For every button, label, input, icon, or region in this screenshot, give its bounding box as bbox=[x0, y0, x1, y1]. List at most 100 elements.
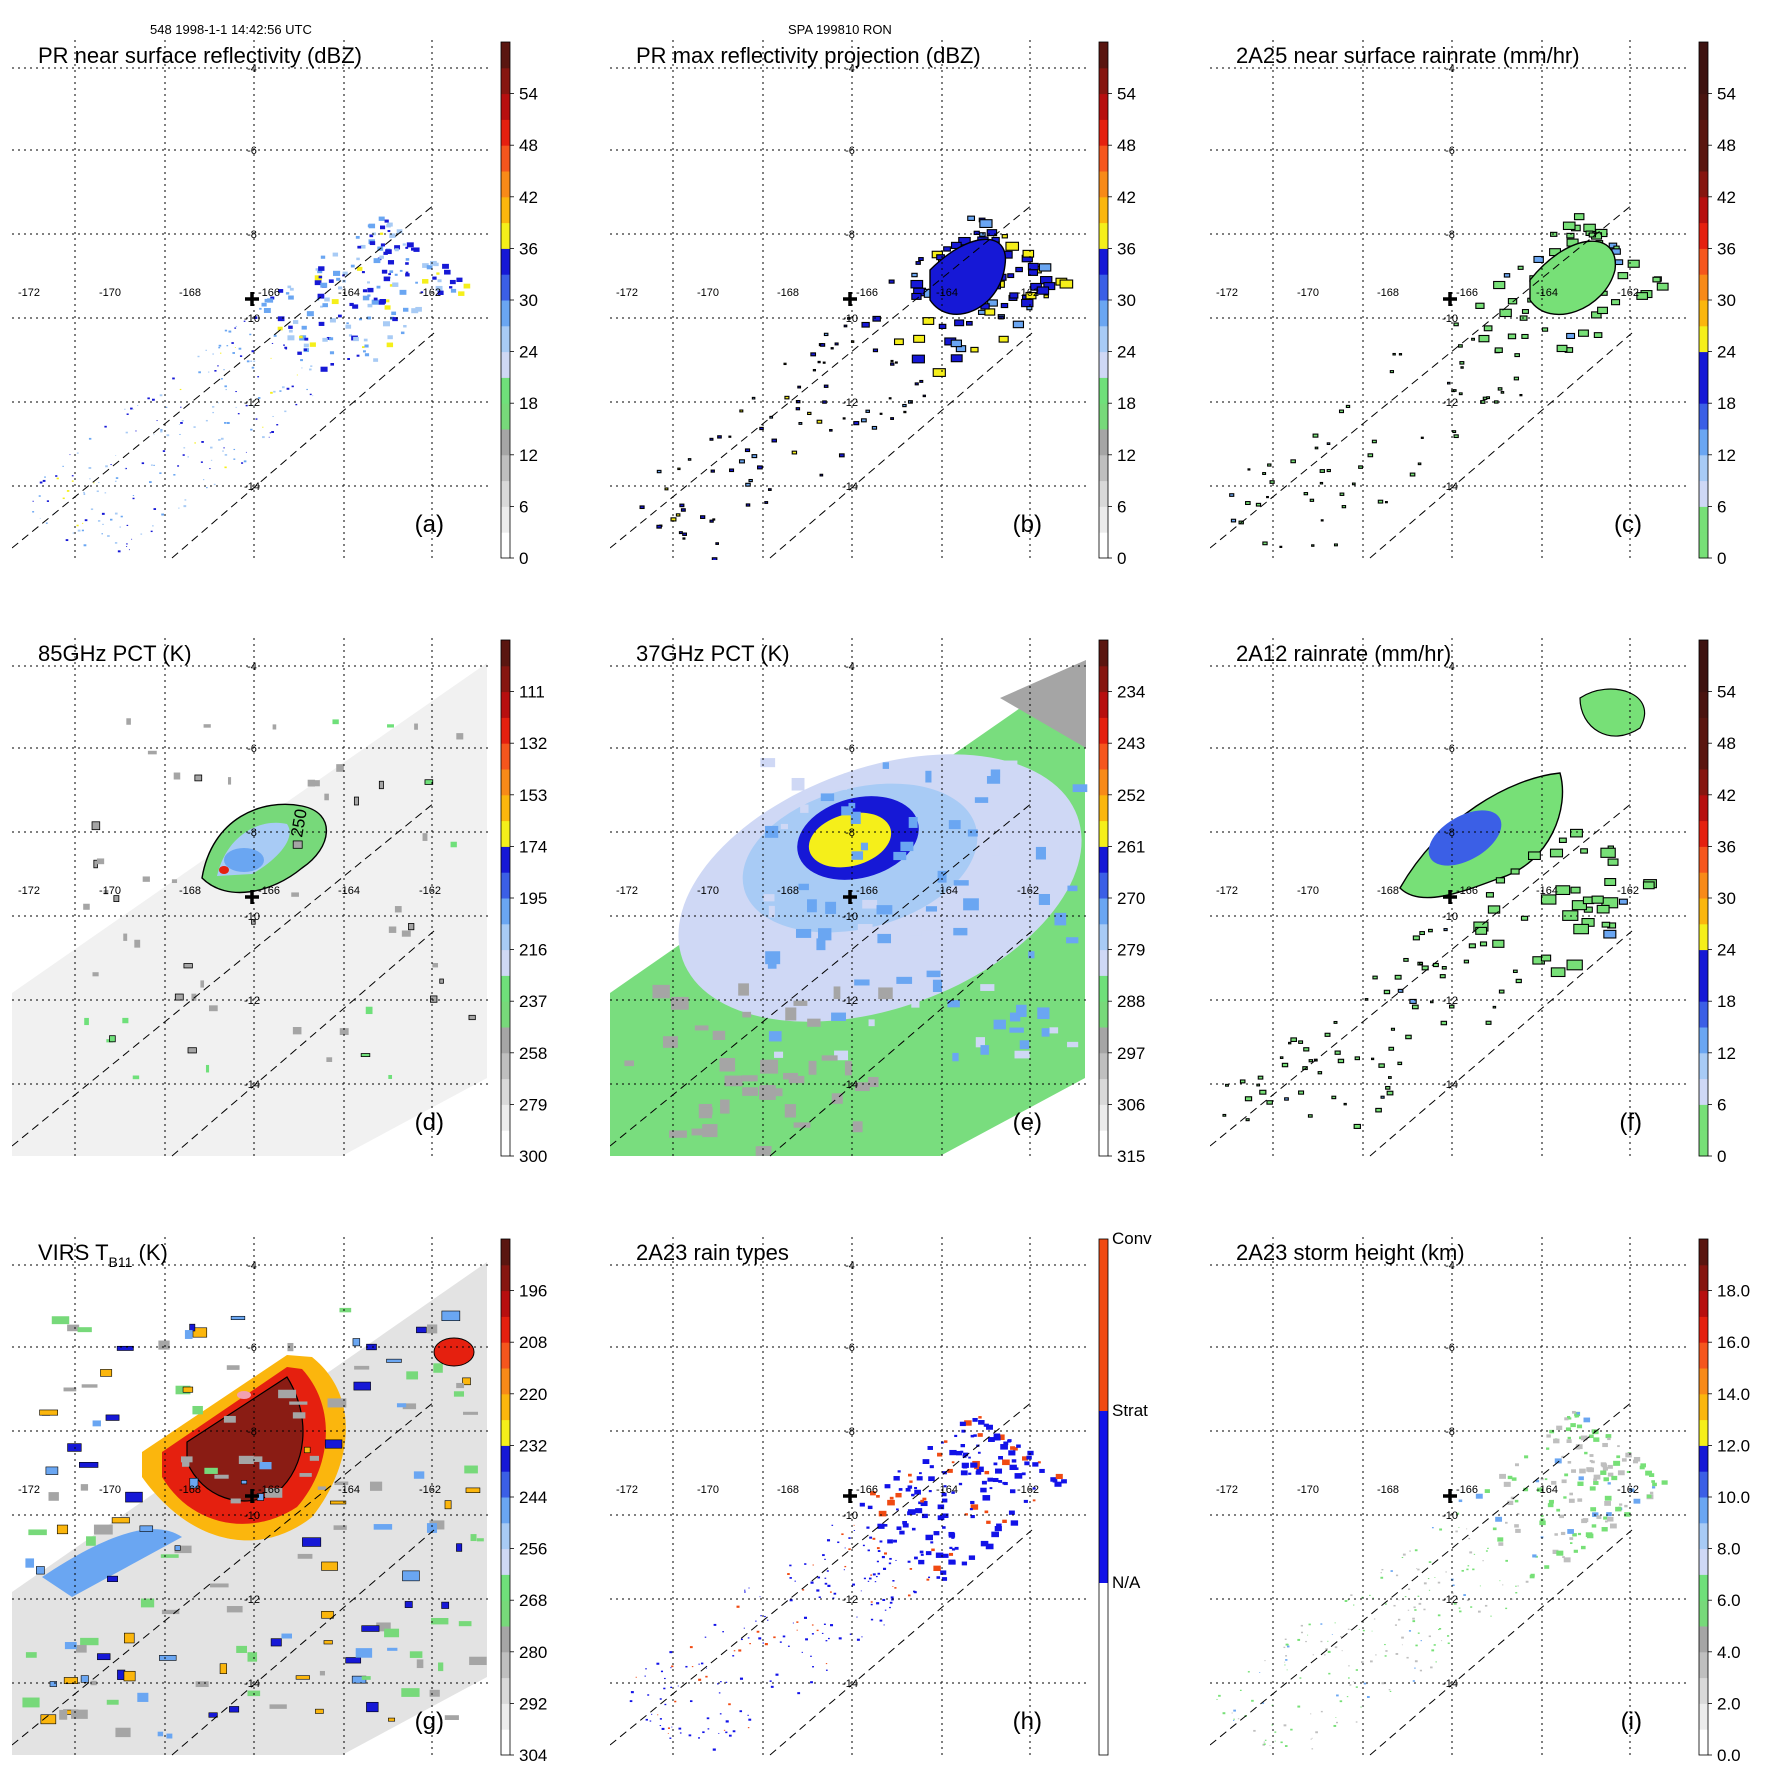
rain-cell bbox=[1607, 1516, 1614, 1522]
rain-cell bbox=[928, 1490, 932, 1493]
rain-cell bbox=[217, 365, 219, 367]
tmi-pixel bbox=[765, 951, 781, 965]
rain-cell bbox=[257, 397, 261, 399]
rain-cell bbox=[1613, 1460, 1621, 1466]
rain-cell bbox=[1398, 353, 1403, 356]
rain-cell bbox=[205, 419, 208, 422]
rain-cell bbox=[241, 462, 244, 464]
rain-cell bbox=[234, 347, 236, 349]
tmi-pixel bbox=[893, 851, 907, 861]
rain-cell bbox=[220, 352, 222, 354]
rain-cell bbox=[65, 539, 69, 542]
rain-cell bbox=[1624, 1512, 1631, 1517]
lon-tick-label: -162 bbox=[419, 1484, 441, 1496]
virs-pixel bbox=[444, 1715, 459, 1720]
lon-tick-label: -166 bbox=[856, 885, 878, 897]
rain-cell bbox=[702, 1731, 705, 1734]
field-layer bbox=[610, 204, 1074, 560]
rain-cell bbox=[1300, 1631, 1304, 1634]
rain-cell bbox=[935, 1552, 944, 1558]
rain-cell bbox=[1615, 1506, 1622, 1512]
rain-cell bbox=[941, 1577, 948, 1581]
rain-cell bbox=[674, 1700, 677, 1703]
tmi-pixel bbox=[1019, 1040, 1030, 1050]
virs-pixel bbox=[269, 1704, 287, 1709]
tmi-pixel bbox=[208, 1005, 218, 1012]
rain-cell bbox=[1583, 1417, 1591, 1423]
rain-cell bbox=[861, 321, 870, 328]
lon-tick-label: -166 bbox=[258, 885, 280, 897]
rain-cell bbox=[748, 1587, 750, 1589]
rain-cell bbox=[1437, 1614, 1441, 1617]
rain-cell bbox=[1505, 1521, 1508, 1524]
rain-cell bbox=[1544, 1478, 1548, 1481]
virs-pixel bbox=[441, 1310, 461, 1322]
lon-tick-label: -166 bbox=[1456, 1484, 1478, 1496]
rain-cell bbox=[739, 1677, 744, 1680]
rain-cell bbox=[892, 1580, 895, 1582]
rain-cell bbox=[1433, 1644, 1436, 1646]
rain-cell bbox=[1311, 1748, 1314, 1750]
rain-cell bbox=[312, 395, 314, 397]
rain-cell bbox=[1639, 1465, 1645, 1470]
rain-cell bbox=[937, 1504, 945, 1510]
rain-cell bbox=[318, 321, 325, 326]
rain-cell bbox=[1023, 1499, 1028, 1503]
colorbar-tick-label: 16.0 bbox=[1717, 1333, 1750, 1352]
rain-cell bbox=[400, 331, 405, 335]
lon-tick-label: -168 bbox=[777, 885, 799, 897]
rain-cell bbox=[896, 1526, 902, 1530]
rain-cell bbox=[69, 454, 71, 456]
rain-cell bbox=[233, 448, 236, 451]
virs-pixel bbox=[160, 1554, 179, 1558]
colorbar-tick-label: Conv bbox=[1112, 1229, 1152, 1248]
rain-cell bbox=[993, 1433, 1001, 1439]
tmi-pixel bbox=[424, 779, 434, 785]
rain-cell bbox=[1320, 1623, 1323, 1625]
rain-cell bbox=[859, 1502, 865, 1507]
rain-cell bbox=[905, 1487, 911, 1492]
rain-cell bbox=[161, 513, 164, 516]
rain-cell bbox=[978, 1416, 982, 1419]
colorbar-segment bbox=[1099, 1411, 1108, 1583]
rain-cell bbox=[867, 1549, 870, 1552]
case-info: SPA 199810 RON bbox=[788, 22, 892, 37]
rain-cell bbox=[81, 529, 84, 532]
panel-b: -172 -170 -168 -166 -164 -162-4-6-8-10-12-14P… bbox=[610, 40, 1088, 560]
rain-cell bbox=[1645, 1470, 1652, 1476]
rain-cell bbox=[907, 1485, 913, 1489]
panel-f: -172 -170 -168 -166 -164 -162-4-6-8-10-12-142… bbox=[1210, 638, 1688, 1157]
rain-cell bbox=[32, 500, 34, 502]
tmi-pixel bbox=[738, 983, 749, 996]
rain-cell bbox=[306, 311, 314, 317]
rain-cell bbox=[795, 407, 801, 411]
rain-cell bbox=[1652, 276, 1661, 283]
rain-cell bbox=[225, 388, 228, 391]
rain-cell bbox=[350, 264, 355, 268]
rain-cell bbox=[115, 477, 119, 479]
rain-cell bbox=[744, 1591, 746, 1593]
virs-pixel bbox=[80, 1484, 89, 1491]
rain-cell bbox=[1021, 1472, 1026, 1476]
rain-cell bbox=[166, 434, 170, 437]
rain-cell bbox=[1284, 1745, 1288, 1747]
tmi-pixel bbox=[768, 1031, 782, 1042]
rain-cell bbox=[1604, 1500, 1611, 1506]
rain-cell bbox=[738, 1649, 742, 1652]
colorbar-segment bbox=[1699, 691, 1708, 718]
rain-cell bbox=[405, 273, 410, 277]
rain-cell bbox=[126, 524, 129, 526]
rain-cell bbox=[1556, 1425, 1563, 1431]
colorbar-tick-label: 0 bbox=[1117, 549, 1126, 568]
rain-cell bbox=[403, 324, 407, 328]
rain-cell bbox=[948, 1533, 956, 1538]
rain-cell bbox=[1593, 1481, 1599, 1485]
rain-cell bbox=[748, 1718, 752, 1721]
lon-tick-label: -168 bbox=[179, 885, 201, 897]
rain-cell bbox=[1333, 543, 1338, 547]
lon-tick-label: -162 bbox=[1017, 885, 1039, 897]
rain-cell bbox=[362, 295, 370, 301]
rain-cell bbox=[1427, 1578, 1430, 1580]
virs-pixel bbox=[386, 1358, 402, 1363]
colorbar-segment bbox=[501, 1368, 510, 1395]
